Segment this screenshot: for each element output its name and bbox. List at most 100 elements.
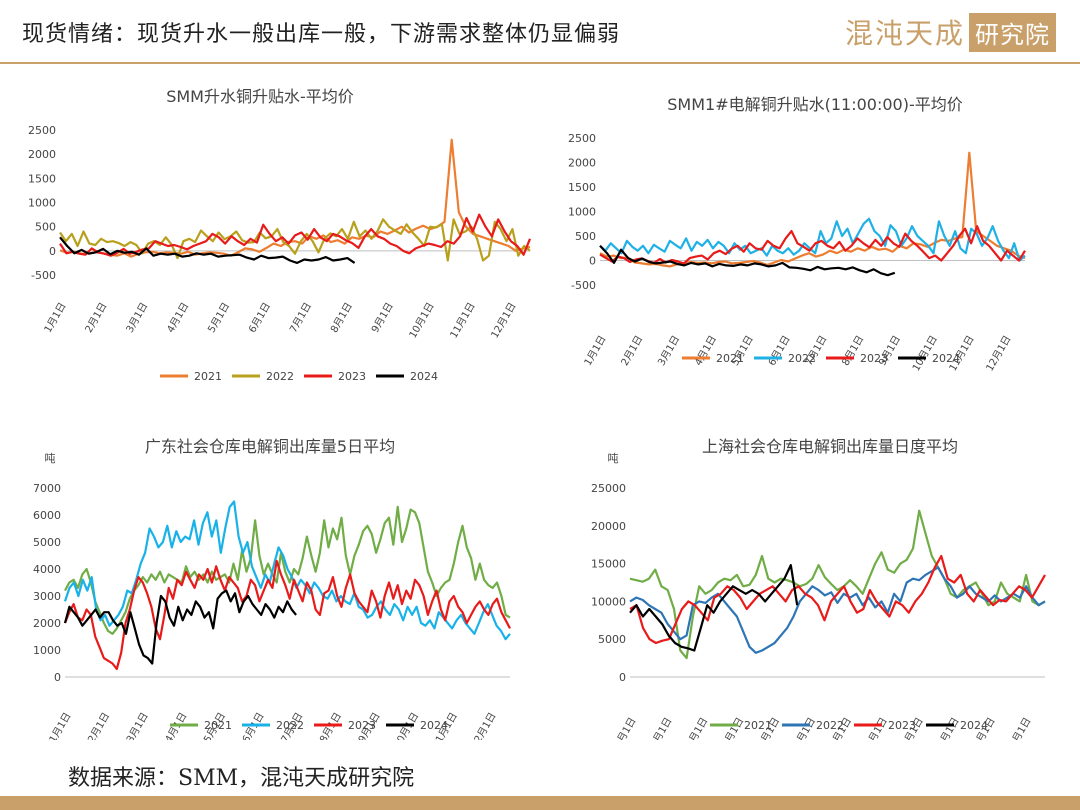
x-tick-label: 12月1日 <box>469 711 499 741</box>
y-tick-label: 20000 <box>591 520 626 533</box>
y-tick-label: 25000 <box>591 482 626 495</box>
y-tick-label: 0 <box>49 245 56 258</box>
x-tick-label: 12月1日 <box>1004 716 1034 741</box>
x-tick-label: 3月1日 <box>655 334 682 368</box>
legend-label-2022: 2022 <box>266 370 294 383</box>
series-line-2024 <box>59 236 356 264</box>
series-line-2024 <box>63 589 297 665</box>
legend-label-2023: 2023 <box>348 719 376 732</box>
x-tick-label: 2月1日 <box>648 716 675 741</box>
footer-bar <box>0 796 1080 810</box>
legend-label-2022: 2022 <box>816 719 844 732</box>
series-line-2022 <box>599 217 1026 262</box>
series-line-2023 <box>599 225 1026 265</box>
y-tick-label: 2000 <box>28 148 56 161</box>
x-tick-label: 1月1日 <box>582 334 609 368</box>
x-tick-label: 3月1日 <box>684 716 711 741</box>
chart-1-copper-basis: SMM1#电解铜升贴水(11:00:00)-平均价 2500 2000 1500 100… <box>568 95 1026 374</box>
x-tick-label: 8月1日 <box>863 716 890 741</box>
y-tick-label: 0 <box>619 671 626 684</box>
y-tick-label: 0 <box>589 255 596 268</box>
y-tick-label: 2500 <box>568 132 596 145</box>
legend-label-2023: 2023 <box>860 352 888 365</box>
chart-title: SMM升水铜升贴水-平均价 <box>166 87 354 106</box>
series-line-2024 <box>599 245 896 277</box>
legend-label-2021: 2021 <box>744 719 772 732</box>
y-tick-label: 0 <box>54 671 61 684</box>
legend-label-2023: 2023 <box>888 719 916 732</box>
series-line-2024 <box>629 564 799 652</box>
legend-label-2022: 2022 <box>788 352 816 365</box>
y-tick-label: 500 <box>35 221 56 234</box>
series-line-2022 <box>59 218 531 262</box>
page-title: 现货情绪：现货升水一般出库一般，下游需求整体仍显偏弱 <box>22 22 621 47</box>
x-tick-label: 9月1日 <box>369 301 396 335</box>
x-tick-label: 4月1日 <box>720 716 747 741</box>
legend-label-2024: 2024 <box>420 719 448 732</box>
y-tick-label: 2000 <box>33 617 61 630</box>
chart-title: SMM1#电解铜升贴水(11:00:00)-平均价 <box>667 95 962 114</box>
series-line-2023 <box>629 554 1046 645</box>
series-line-2021 <box>599 151 1026 268</box>
series-line-2021 <box>59 138 531 258</box>
y-tick-label: 7000 <box>33 482 61 495</box>
x-tick-label: 3月1日 <box>124 301 151 335</box>
x-tick-label: 10月1日 <box>932 716 962 741</box>
y-tick-label: 1500 <box>568 181 596 194</box>
y-tick-label: 2500 <box>28 124 56 137</box>
logo-box: 研究院 <box>969 12 1056 52</box>
y-tick-label: 3000 <box>33 590 61 603</box>
x-tick-label: 6月1日 <box>246 301 273 335</box>
y-tick-label: 2000 <box>568 157 596 170</box>
legend-label-2024: 2024 <box>410 370 438 383</box>
y-tick-label: 1500 <box>28 172 56 185</box>
header-divider <box>0 62 1080 64</box>
y-tick-label: 5000 <box>598 633 626 646</box>
x-tick-label: 2月1日 <box>619 334 646 368</box>
x-tick-label: 8月1日 <box>328 301 355 335</box>
x-tick-label: 10月1日 <box>407 301 437 341</box>
series-line-2022 <box>629 566 1046 654</box>
y-tick-label: 10000 <box>591 595 626 608</box>
x-tick-label: 4月1日 <box>165 301 192 335</box>
logo-text: 混沌天成 <box>844 17 965 50</box>
y-tick-label: 1000 <box>28 197 56 210</box>
series-line-2022 <box>63 500 511 641</box>
y-tick-label: -500 <box>31 269 56 282</box>
series-line-2023 <box>59 213 532 257</box>
x-tick-label: 2月1日 <box>83 301 110 335</box>
x-tick-label: 2月1日 <box>85 711 112 741</box>
legend-label-2022: 2022 <box>276 719 304 732</box>
x-tick-label: 1月1日 <box>42 301 69 335</box>
legend-label-2021: 2021 <box>204 719 232 732</box>
chart-title: 上海社会仓库电解铜出库量日度平均 <box>702 437 958 456</box>
logo: 混沌天成 研究院 <box>845 12 1056 52</box>
legend-label-2021: 2021 <box>194 370 222 383</box>
y-tick-label: 4000 <box>33 563 61 576</box>
y-unit-label: 吨 <box>608 452 619 465</box>
chart-premium-copper-basis: SMM升水铜升贴水-平均价 2500 2000 1500 1000 500 0 -500 1月1… <box>28 87 532 383</box>
y-tick-label: -500 <box>571 279 596 292</box>
x-tick-label: 12月1日 <box>984 334 1014 374</box>
chart-title: 广东社会仓库电解铜出库量5日平均 <box>145 437 395 456</box>
x-tick-label: 3月1日 <box>124 711 151 741</box>
x-tick-label: 1月1日 <box>47 711 74 741</box>
x-tick-label: 11月1日 <box>448 301 478 341</box>
x-tick-label: 5月1日 <box>205 301 232 335</box>
legend-label-2021: 2021 <box>716 352 744 365</box>
y-tick-label: 1000 <box>568 206 596 219</box>
legend-label-2024: 2024 <box>960 719 988 732</box>
y-tick-label: 15000 <box>591 558 626 571</box>
series-line-2021 <box>629 509 1046 660</box>
x-tick-label: 7月1日 <box>287 301 314 335</box>
y-tick-label: 500 <box>575 230 596 243</box>
source-note: 数据来源：SMM，混沌天成研究院 <box>68 766 415 791</box>
legend-label-2024: 2024 <box>932 352 960 365</box>
y-tick-label: 1000 <box>33 644 61 657</box>
y-unit-label: 吨 <box>45 452 56 465</box>
y-tick-label: 5000 <box>33 536 61 549</box>
x-tick-label: 6月1日 <box>791 716 818 741</box>
x-tick-label: 12月1日 <box>489 301 519 341</box>
